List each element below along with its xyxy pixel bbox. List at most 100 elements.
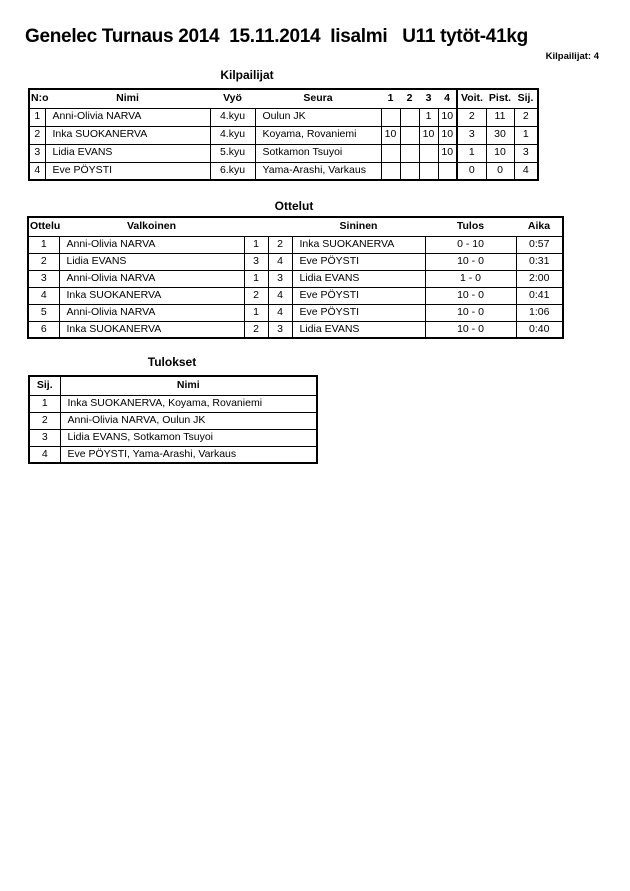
table-cell: 10 - 0	[424, 286, 517, 305]
table-cell: Anni-Olivia NARVA	[58, 303, 245, 322]
table-cell	[399, 107, 420, 127]
table-cell: 0:40	[515, 320, 564, 339]
page-title: Genelec Turnaus 2014 15.11.2014 Iisalmi …	[25, 26, 528, 47]
table-cell: 10	[485, 143, 515, 163]
table-cell: 5.kyu	[209, 143, 256, 163]
competitors-count: Kilpailijat: 4	[545, 51, 599, 62]
table-cell: Koyama, Rovaniemi	[254, 125, 382, 145]
table-cell: Sotkamon Tsuyoi	[254, 143, 382, 163]
table-cell: 2	[456, 107, 487, 127]
table-cell: 10 - 0	[424, 252, 517, 271]
table-cell: 10 - 0	[424, 320, 517, 339]
table-cell: 10	[437, 143, 458, 163]
table-row: 1 Anni-Olivia NARVA 1 2 Inka SUOKANERVA 0 - 1…	[27, 235, 564, 254]
table-row: 3 Anni-Olivia NARVA 1 3 Lidia EVANS 1 - 0 2:00	[27, 269, 564, 288]
table-cell: Anni-Olivia NARVA	[58, 235, 245, 254]
table-cell: Lidia EVANS, Sotkamon Tsuyoi	[59, 428, 318, 447]
section-title-ottelut: Ottelut	[274, 199, 314, 213]
table-cell: Eve PÖYSTI, Yama-Arashi, Varkaus	[59, 445, 318, 464]
table-cell: Yama-Arashi, Varkaus	[254, 161, 382, 181]
column-header: Vyö	[210, 89, 255, 109]
column-header: Valkoinen	[59, 217, 244, 237]
table-cell: 4	[267, 303, 293, 322]
table-cell: 0 - 10	[424, 235, 517, 254]
column-header: Nimi	[59, 375, 318, 396]
table-cell: 4.kyu	[209, 107, 256, 127]
table-cell: 10	[418, 125, 439, 145]
table-cell: 2	[513, 107, 539, 127]
table-cell: 2	[267, 235, 293, 254]
table-cell: 0:57	[515, 235, 564, 254]
table-row: 4 Eve PÖYSTI, Yama-Arashi, Varkaus	[28, 445, 318, 464]
table-cell: 10	[380, 125, 401, 145]
table-cell	[380, 161, 401, 181]
table-cell: 0	[456, 161, 487, 181]
table-cell: Inka SUOKANERVA	[58, 320, 245, 339]
column-header: Ottelu	[28, 217, 60, 237]
table-cell: Eve PÖYSTI	[291, 303, 426, 322]
table-cell	[399, 143, 420, 163]
table-cell: 3	[267, 269, 293, 288]
section-title-tulokset: Tulokset	[147, 355, 197, 369]
column-header: Voit.	[456, 89, 486, 109]
table-cell: 2:00	[515, 269, 564, 288]
table-cell: 1	[418, 107, 439, 127]
table-cell: 3	[27, 269, 60, 288]
table-cell: Inka SUOKANERVA	[44, 125, 211, 145]
table-cell: Lidia EVANS	[291, 320, 426, 339]
table-cell: 0	[485, 161, 515, 181]
table-cell: 3	[28, 428, 61, 447]
table-cell: 1	[28, 107, 46, 127]
table-cell	[418, 143, 439, 163]
table-row: 1 Anni-Olivia NARVA 4.kyu Oulun JK 1 10 2 11 2	[28, 107, 539, 127]
table-cell: 4	[27, 286, 60, 305]
table-cell	[399, 125, 420, 145]
table-cell: Lidia EVANS	[291, 269, 426, 288]
table-cell: 6.kyu	[209, 161, 256, 181]
column-header: Sij.	[28, 375, 61, 396]
column-header: Tulos	[425, 217, 516, 237]
table-cell: 1	[243, 269, 269, 288]
column-header	[268, 217, 292, 237]
table-cell: 10 - 0	[424, 303, 517, 322]
table-cell: Inka SUOKANERVA, Koyama, Rovaniemi	[59, 394, 318, 413]
table-cell: 30	[485, 125, 515, 145]
table-cell: 4.kyu	[209, 125, 256, 145]
table-cell: Inka SUOKANERVA	[291, 235, 426, 254]
column-header: 4	[438, 89, 457, 109]
table-row: 2 Inka SUOKANERVA 4.kyu Koyama, Rovaniemi 10…	[28, 125, 539, 145]
table-cell: 4	[28, 445, 61, 464]
table-cell: 4	[513, 161, 539, 181]
kilpailijat-table: N:o Nimi Vyö Seura 1 2 3 4 Voit. Pist. Sij. 1 Anni-…	[28, 88, 539, 181]
table-cell	[418, 161, 439, 181]
table-cell: 4	[267, 286, 293, 305]
table-row: 6 Inka SUOKANERVA 2 3 Lidia EVANS 10 - 0 0:40	[27, 320, 564, 339]
table-cell: 11	[485, 107, 515, 127]
table-cell: Lidia EVANS	[44, 143, 211, 163]
ottelut-table: Ottelu Valkoinen Sininen Tulos Aika 1 Anni-Ol…	[27, 216, 564, 339]
table-cell: 5	[27, 303, 60, 322]
table-cell: 2	[28, 411, 61, 430]
table-row: 4 Eve PÖYSTI 6.kyu Yama-Arashi, Varkaus 0 0 4	[28, 161, 539, 181]
table-cell: Anni-Olivia NARVA	[44, 107, 211, 127]
column-header: 1	[381, 89, 400, 109]
column-header: Nimi	[45, 89, 210, 109]
table-cell: 1	[456, 143, 487, 163]
column-header: Sininen	[292, 217, 425, 237]
table-cell: Eve PÖYSTI	[291, 286, 426, 305]
table-row: 1 Inka SUOKANERVA, Koyama, Rovaniemi	[28, 394, 318, 413]
table-cell	[437, 161, 458, 181]
table-cell: Lidia EVANS	[58, 252, 245, 271]
tulokset-table: Sij. Nimi 1 Inka SUOKANERVA, Koyama, Rovan…	[28, 375, 318, 464]
table-cell: Oulun JK	[254, 107, 382, 127]
table-cell: 2	[243, 320, 269, 339]
table-cell: Inka SUOKANERVA	[58, 286, 245, 305]
table-cell: 1	[513, 125, 539, 145]
table-row: 2 Lidia EVANS 3 4 Eve PÖYSTI 10 - 0 0:31	[27, 252, 564, 271]
column-header: 3	[419, 89, 438, 109]
section-title-kilpailijat: Kilpailijat	[220, 68, 274, 82]
column-header: Sij.	[514, 89, 538, 109]
header-row: Sij. Nimi	[28, 375, 318, 396]
table-cell: 3	[456, 125, 487, 145]
table-row: 5 Anni-Olivia NARVA 1 4 Eve PÖYSTI 10 - 0 1:06	[27, 303, 564, 322]
